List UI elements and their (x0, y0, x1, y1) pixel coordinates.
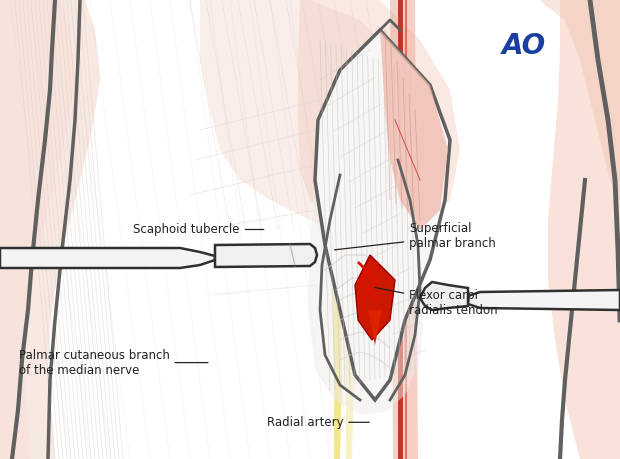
Polygon shape (308, 130, 425, 415)
Text: Superficial
palmar branch: Superficial palmar branch (334, 222, 496, 251)
Text: Flexor carpi
radialis tendon: Flexor carpi radialis tendon (374, 287, 498, 317)
Polygon shape (0, 0, 100, 459)
Polygon shape (330, 140, 342, 459)
Polygon shape (215, 244, 317, 267)
Polygon shape (390, 0, 418, 459)
Text: Palmar cutaneous branch
of the median nerve: Palmar cutaneous branch of the median ne… (19, 348, 208, 377)
Polygon shape (0, 248, 215, 268)
Polygon shape (468, 290, 620, 310)
Text: AO: AO (502, 32, 546, 60)
Polygon shape (315, 30, 450, 400)
Text: Scaphoid tubercle: Scaphoid tubercle (133, 223, 264, 236)
Polygon shape (24, 0, 100, 459)
Polygon shape (355, 255, 395, 340)
Text: Radial artery: Radial artery (267, 416, 370, 429)
Polygon shape (298, 0, 460, 240)
Polygon shape (540, 0, 620, 200)
Polygon shape (380, 30, 448, 230)
Polygon shape (420, 282, 468, 310)
Polygon shape (345, 140, 354, 459)
Polygon shape (200, 0, 440, 235)
Polygon shape (548, 0, 620, 459)
Polygon shape (368, 310, 382, 345)
